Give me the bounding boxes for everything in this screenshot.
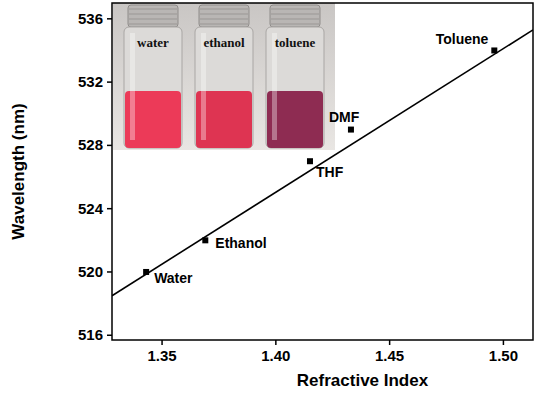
- vial-thread: [271, 14, 319, 15]
- y-tick: [107, 271, 112, 273]
- x-tick-label: 1.50: [489, 347, 518, 364]
- y-tick: [107, 18, 112, 20]
- point-label: Ethanol: [215, 235, 266, 251]
- inset-photo: water ethanol toluene: [113, 3, 335, 150]
- data-point: [348, 127, 354, 133]
- x-axis-title: Refractive Index: [297, 371, 429, 390]
- point-label: THF: [316, 164, 344, 180]
- plot-area: [112, 30, 533, 296]
- vial-glass: [124, 27, 182, 148]
- vial-thread: [271, 9, 319, 10]
- x-tick-label: 1.40: [261, 347, 290, 364]
- vial-thread: [129, 9, 177, 10]
- point-label: Toluene: [436, 31, 489, 47]
- vial-glass: [195, 27, 253, 148]
- fit-line: [112, 30, 533, 296]
- vial-cap: [270, 5, 320, 27]
- y-tick-label: 524: [78, 200, 104, 217]
- plot-frame: [112, 3, 533, 340]
- y-tick: [107, 81, 112, 83]
- vial-highlight: [130, 33, 135, 140]
- inset-label: ethanol: [203, 35, 245, 50]
- y-axis-title: Wavelength (nm): [9, 103, 28, 239]
- x-tick-label: 1.45: [375, 347, 404, 364]
- x-tick-label: 1.35: [147, 347, 176, 364]
- point-label: DMF: [329, 109, 360, 125]
- y-tick: [107, 208, 112, 210]
- point-label: Water: [154, 270, 193, 286]
- y-tick-label: 528: [78, 136, 103, 153]
- inset-label: toluene: [275, 35, 316, 50]
- vial-thread: [200, 19, 248, 20]
- x-tick: [503, 340, 505, 345]
- y-tick: [107, 145, 112, 147]
- chart: water ethanol toluene 1.35 1.40 1.45 1.50 516 52…: [0, 0, 535, 396]
- data-point: [307, 158, 313, 164]
- y-tick-label: 536: [78, 10, 103, 27]
- y-tick-label: 516: [78, 326, 103, 343]
- vial-thread: [200, 24, 248, 25]
- vial-thread: [200, 9, 248, 10]
- inset-label: water: [137, 35, 169, 50]
- inset-background: [113, 3, 335, 150]
- vial-cap: [128, 5, 178, 27]
- vial-thread: [271, 19, 319, 20]
- x-tick: [161, 340, 163, 345]
- x-tick: [275, 340, 277, 345]
- y-tick-label: 532: [78, 73, 103, 90]
- vial-thread: [129, 14, 177, 15]
- vial-glass: [266, 27, 324, 148]
- y-tick-label: 520: [78, 263, 103, 280]
- vial-thread: [271, 24, 319, 25]
- vial-cap: [199, 5, 249, 27]
- vial-thread: [129, 24, 177, 25]
- vial-thread: [129, 19, 177, 20]
- x-tick: [389, 340, 391, 345]
- y-tick: [107, 335, 112, 337]
- vial-thread: [200, 14, 248, 15]
